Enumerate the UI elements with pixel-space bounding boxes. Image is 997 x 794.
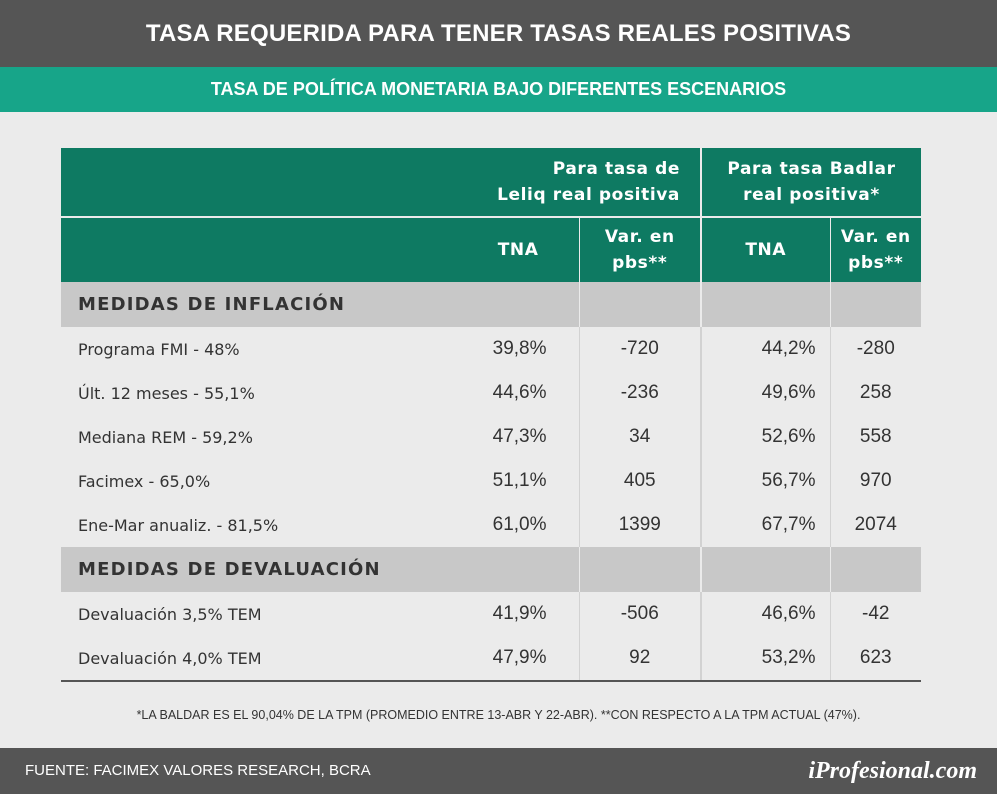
cell-var-leliq: -236 (578, 371, 701, 415)
cell-var-badlar: 258 (829, 371, 921, 415)
cell-var-leliq: 1399 (578, 503, 701, 547)
section-cell (700, 282, 830, 327)
cell-tna-leliq: 51,1% (492, 470, 547, 491)
section-title: MEDIDAS DE INFLACIÓN (61, 282, 401, 327)
rates-table: Para tasa de Leliq real positiva Para ta… (61, 148, 921, 682)
cell-var-badlar: 970 (829, 459, 921, 503)
source-text: FUENTE: FACIMEX VALORES RESEARCH, BCRA (25, 762, 371, 779)
group-header-leliq: Para tasa de Leliq real positiva (401, 148, 701, 217)
section-cell (829, 282, 921, 327)
cell-tna-leliq: 44,6% (492, 382, 547, 403)
table-row: Devaluación 3,5% TEM 41,9% -506 46,6% -42 (61, 592, 921, 636)
section-title: MEDIDAS DE DEVALUACIÓN (61, 547, 401, 592)
cell-tna-badlar: 44,2% (700, 327, 830, 371)
section-cell (700, 547, 830, 592)
footer: FUENTE: FACIMEX VALORES RESEARCH, BCRA i… (0, 748, 997, 794)
subheader-tna-leliq: TNA (401, 216, 579, 282)
row-label: Facimex - 65,0% (78, 471, 211, 491)
cell-var-badlar: 558 (829, 415, 921, 459)
table-row: Últ. 12 meses - 55,1% 44,6% -236 49,6% 258 (61, 371, 921, 415)
section-cell (401, 547, 579, 592)
row-label: Ene-Mar anualiz. - 81,5% (78, 515, 279, 535)
cell-var-badlar: -280 (829, 327, 921, 371)
row-label: Mediana REM - 59,2% (78, 427, 253, 447)
subheader-blank (61, 216, 401, 282)
section-cell (578, 547, 701, 592)
cell-tna-leliq: 47,3% (492, 426, 547, 447)
cell-tna-badlar: 49,6% (700, 371, 830, 415)
cell-tna-leliq: 61,0% (492, 514, 547, 535)
cell-var-badlar: 2074 (829, 503, 921, 547)
cell-tna-leliq: 41,9% (492, 603, 547, 624)
page-title: TASA REQUERIDA PARA TENER TASAS REALES P… (0, 0, 997, 67)
section-cell (578, 282, 701, 327)
cell-tna-badlar: 52,6% (700, 415, 830, 459)
cell-tna-badlar: 67,7% (700, 503, 830, 547)
cell-var-leliq: 405 (578, 459, 701, 503)
section-cell (829, 547, 921, 592)
page-subtitle: TASA DE POLÍTICA MONETARIA BAJO DIFERENT… (0, 67, 997, 112)
subheader-var-leliq: Var. en pbs** (578, 216, 701, 282)
cell-tna-badlar: 53,2% (700, 636, 830, 682)
row-label: Devaluación 3,5% TEM (78, 604, 262, 624)
cell-var-leliq: 34 (578, 415, 701, 459)
row-label: Últ. 12 meses - 55,1% (78, 383, 255, 403)
group-header-badlar: Para tasa Badlar real positiva* (700, 148, 921, 217)
cell-var-badlar: -42 (829, 592, 921, 636)
table-row: Devaluación 4,0% TEM 47,9% 92 53,2% 623 (61, 636, 921, 682)
section-cell (401, 282, 579, 327)
footnote: *LA BALDAR ES EL 90,04% DE LA TPM (PROME… (136, 708, 861, 722)
cell-tna-leliq: 47,9% (401, 636, 579, 682)
cell-tna-badlar: 56,7% (700, 459, 830, 503)
section-row: MEDIDAS DE INFLACIÓN (61, 282, 921, 327)
row-label: Programa FMI - 48% (78, 339, 240, 359)
cell-tna-leliq: 39,8% (492, 338, 547, 359)
cell-var-leliq: 92 (578, 636, 701, 682)
row-label: Devaluación 4,0% TEM (61, 636, 401, 682)
brand-logo: iProfesional.com (808, 758, 977, 784)
subheader-tna-badlar: TNA (700, 216, 830, 282)
cell-var-leliq: -720 (578, 327, 701, 371)
cell-var-badlar: 623 (829, 636, 921, 682)
cell-tna-badlar: 46,6% (700, 592, 830, 636)
table-row: Ene-Mar anualiz. - 81,5% 61,0% 1399 67,7% 20… (61, 503, 921, 547)
table-row: Mediana REM - 59,2% 47,3% 34 52,6% 558 (61, 415, 921, 459)
table-row: Programa FMI - 48% 39,8% -720 44,2% -280 (61, 327, 921, 371)
header-blank (61, 148, 401, 217)
section-row: MEDIDAS DE DEVALUACIÓN (61, 547, 921, 592)
table-row: Facimex - 65,0% 51,1% 405 56,7% 970 (61, 459, 921, 503)
subheader-var-badlar: Var. en pbs** (829, 216, 921, 282)
cell-var-leliq: -506 (578, 592, 701, 636)
